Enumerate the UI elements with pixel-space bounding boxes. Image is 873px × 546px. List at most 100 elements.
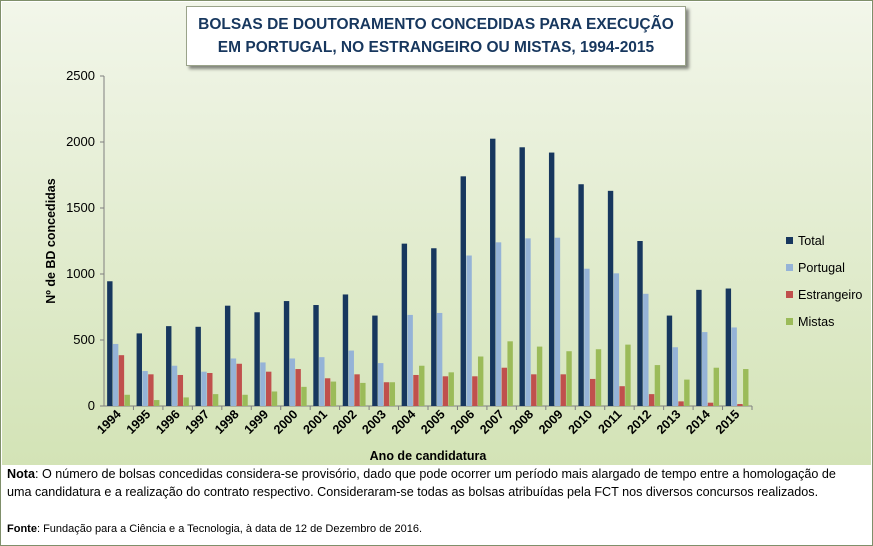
bar-estrangeiro-1997 — [207, 373, 213, 406]
chart-title: BOLSAS DE DOUTORAMENTO CONCEDIDAS PARA E… — [186, 6, 686, 66]
bar-portugal-1998 — [230, 358, 237, 406]
note-label: Nota — [7, 467, 35, 481]
bar-portugal-2008 — [525, 238, 531, 406]
bar-estrangeiro-2002 — [354, 374, 360, 406]
bar-total-2015 — [725, 288, 732, 406]
y-tick-label: 500 — [73, 332, 95, 347]
x-tick-label: 2008 — [507, 407, 537, 437]
bar-total-2013 — [666, 315, 673, 406]
bar-estrangeiro-1999 — [266, 371, 272, 406]
bar-portugal-2014 — [702, 332, 708, 406]
bar-mistas-2013 — [684, 379, 690, 406]
bar-portugal-2000 — [289, 358, 296, 406]
bar-portugal-2012 — [643, 293, 649, 406]
bar-total-2005 — [431, 248, 437, 406]
bar-mistas-2001 — [330, 381, 337, 406]
source-line: Fonte: Fundação para a Ciência e a Tecno… — [7, 522, 857, 537]
x-tick-label: 2002 — [330, 407, 360, 437]
x-tick-label: 1999 — [242, 407, 272, 437]
x-tick-label: 2012 — [624, 407, 654, 437]
bar-portugal-2007 — [495, 242, 502, 406]
bar-total-2012 — [637, 241, 643, 406]
source-text: : Fundação para a Ciência e a Tecnologia… — [36, 523, 423, 535]
bar-estrangeiro-2012 — [648, 394, 655, 406]
bar-portugal-2001 — [319, 357, 325, 406]
bar-portugal-1994 — [112, 343, 119, 406]
source-label: Fonte — [7, 523, 37, 535]
bar-mistas-1996 — [183, 397, 189, 406]
bar-total-1997 — [195, 326, 201, 406]
bar-portugal-2011 — [613, 273, 620, 406]
bar-total-1999 — [254, 312, 260, 406]
legend-label-portugal: Portugal — [798, 261, 845, 275]
bar-portugal-2009 — [554, 237, 561, 406]
x-tick-label: 2010 — [566, 407, 596, 437]
bar-estrangeiro-2004 — [413, 374, 419, 406]
legend-label-total: Total — [798, 234, 825, 248]
y-axis-title: Nº de BD concedidas — [44, 178, 58, 303]
bar-mistas-1994 — [124, 394, 130, 406]
bar-mistas-2004 — [419, 365, 425, 406]
bar-portugal-2013 — [672, 347, 678, 406]
bar-total-2010 — [578, 184, 584, 406]
x-tick-label: 1997 — [183, 407, 213, 437]
bar-portugal-2003 — [378, 363, 384, 406]
bar-portugal-2015 — [731, 327, 737, 406]
x-tick-label: 2009 — [536, 407, 566, 437]
bar-mistas-2003 — [389, 382, 396, 406]
bar-mistas-1997 — [212, 394, 219, 406]
bar-portugal-2002 — [348, 350, 354, 406]
bar-portugal-1997 — [201, 371, 207, 406]
bar-estrangeiro-2003 — [383, 382, 390, 406]
legend-swatch-estrangeiro — [786, 291, 793, 298]
x-tick-label: 1994 — [94, 407, 124, 437]
bar-mistas-2007 — [507, 341, 513, 406]
x-tick-label: 2003 — [359, 407, 389, 437]
bar-portugal-1996 — [171, 365, 178, 406]
x-tick-label: 2005 — [418, 407, 448, 437]
bar-mistas-2014 — [713, 367, 720, 406]
x-tick-label: 2015 — [713, 407, 743, 437]
legend-swatch-portugal — [786, 264, 793, 271]
y-tick-label: 1500 — [66, 200, 95, 215]
bar-total-2002 — [342, 294, 349, 406]
bar-estrangeiro-2011 — [619, 386, 625, 406]
y-tick-label: 2000 — [66, 134, 95, 149]
bar-mistas-1999 — [271, 391, 278, 406]
x-tick-label: 2013 — [654, 407, 684, 437]
bar-estrangeiro-2006 — [472, 376, 478, 406]
bar-estrangeiro-2014 — [707, 402, 714, 406]
y-tick-label: 2500 — [66, 68, 95, 83]
legend-swatch-total — [786, 237, 793, 244]
bar-estrangeiro-1995 — [148, 374, 154, 406]
legend-swatch-mistas — [786, 318, 793, 325]
bar-estrangeiro-2008 — [531, 374, 537, 406]
bar-mistas-2011 — [625, 344, 631, 406]
bar-mistas-2015 — [743, 369, 749, 406]
bar-total-2008 — [519, 147, 525, 406]
bar-mistas-2012 — [654, 365, 661, 406]
bar-total-2007 — [490, 138, 496, 406]
bar-mistas-2010 — [595, 349, 602, 406]
bar-portugal-2005 — [436, 312, 443, 406]
bar-portugal-2006 — [466, 255, 472, 406]
legend-label-estrangeiro: Estrangeiro — [798, 288, 862, 302]
x-tick-label: 2001 — [300, 407, 330, 437]
bar-estrangeiro-2010 — [590, 378, 596, 406]
x-tick-label: 1998 — [212, 407, 242, 437]
bar-estrangeiro-2009 — [560, 374, 566, 406]
bar-mistas-2000 — [301, 386, 307, 406]
bar-mistas-1998 — [242, 394, 248, 406]
bar-estrangeiro-2001 — [324, 378, 331, 406]
x-tick-label: 2007 — [477, 407, 507, 437]
x-tick-label: 2014 — [683, 407, 713, 437]
bar-estrangeiro-2015 — [737, 404, 743, 406]
bar-portugal-1999 — [260, 362, 266, 406]
bar-total-1996 — [166, 326, 172, 406]
bar-estrangeiro-2005 — [442, 376, 449, 406]
bar-estrangeiro-1996 — [177, 374, 184, 406]
chart-title-line-2: EM PORTUGAL, NO ESTRANGEIRO OU MISTAS, 1… — [217, 39, 655, 56]
bar-mistas-2002 — [360, 382, 366, 406]
y-tick-label: 1000 — [66, 266, 95, 281]
